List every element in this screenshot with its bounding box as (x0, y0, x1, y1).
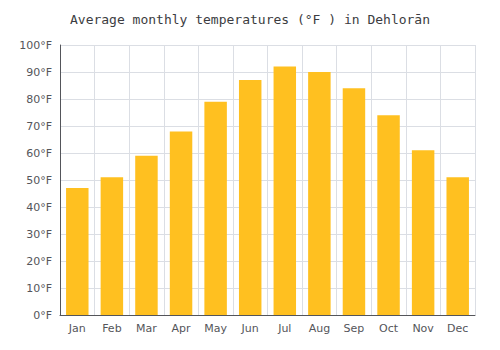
svg-text:Average monthly temperatures (: Average monthly temperatures (°F ) in De… (70, 12, 430, 27)
svg-text:Jan: Jan (68, 322, 86, 335)
svg-text:20°F: 20°F (26, 255, 52, 268)
svg-text:50°F: 50°F (26, 174, 52, 187)
svg-text:Jul: Jul (277, 322, 291, 335)
svg-text:May: May (204, 322, 227, 335)
svg-text:Apr: Apr (172, 322, 192, 335)
svg-text:Nov: Nov (412, 322, 434, 335)
svg-text:Jun: Jun (241, 322, 259, 335)
svg-text:90°F: 90°F (26, 66, 52, 79)
svg-text:Sep: Sep (344, 322, 365, 335)
svg-text:100°F: 100°F (19, 39, 52, 52)
svg-text:Oct: Oct (379, 322, 399, 335)
svg-text:Mar: Mar (136, 322, 157, 335)
svg-text:Aug: Aug (309, 322, 330, 335)
svg-text:10°F: 10°F (26, 282, 52, 295)
svg-text:Feb: Feb (102, 322, 121, 335)
svg-text:0°F: 0°F (33, 309, 52, 322)
svg-text:30°F: 30°F (26, 228, 52, 241)
svg-text:60°F: 60°F (26, 147, 52, 160)
svg-text:70°F: 70°F (26, 120, 52, 133)
svg-text:Dec: Dec (447, 322, 468, 335)
svg-text:80°F: 80°F (26, 93, 52, 106)
svg-text:40°F: 40°F (26, 201, 52, 214)
